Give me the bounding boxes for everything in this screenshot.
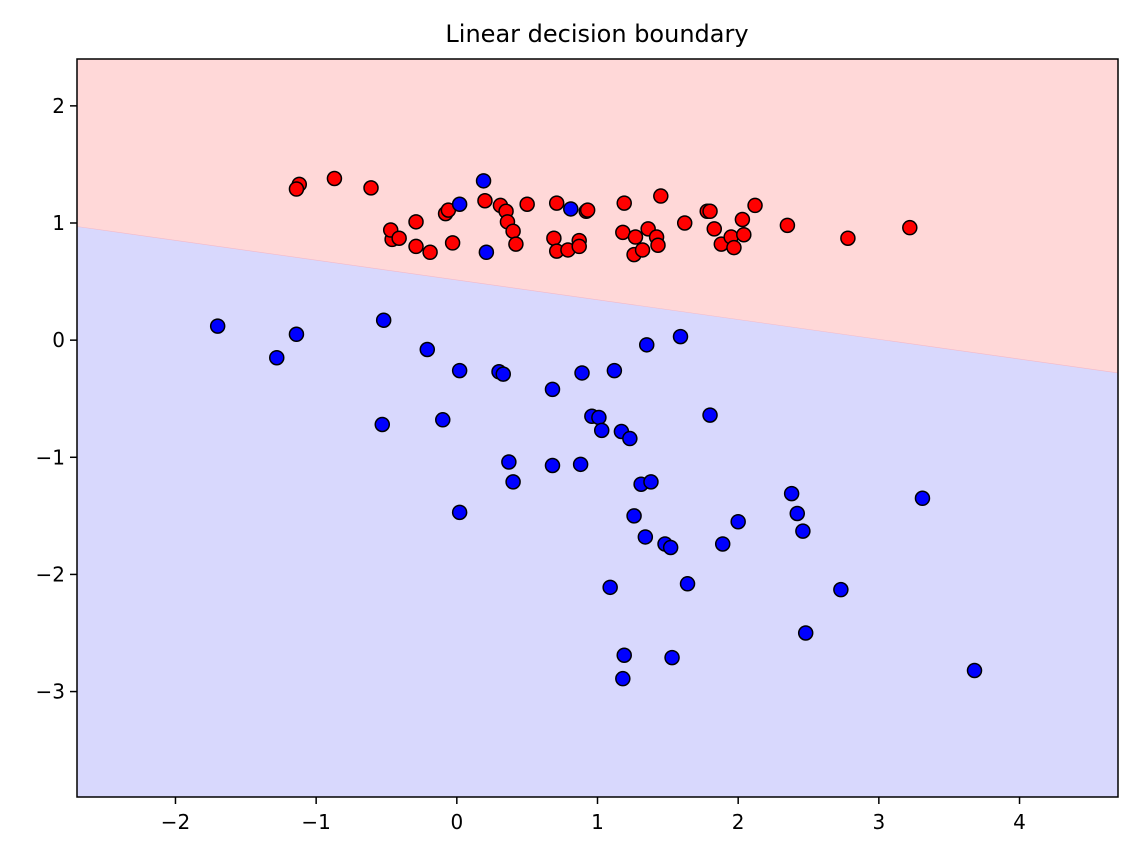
- point-series1-48: [615, 670, 631, 687]
- point-series1-24: [702, 407, 718, 423]
- point-series0-8: [408, 238, 424, 255]
- point-series1-35: [662, 539, 679, 556]
- point-series0-20: [546, 230, 562, 246]
- y-tick-label-3: −1: [36, 445, 65, 469]
- point-series1-16: [672, 328, 689, 345]
- point-series0-29: [616, 195, 632, 211]
- point-series1-32: [626, 508, 642, 524]
- point-series1-42: [602, 579, 618, 596]
- point-series1-39: [789, 505, 806, 522]
- point-series0-28: [615, 224, 631, 241]
- point-series0-19: [519, 196, 535, 213]
- data-points: [209, 170, 983, 687]
- point-series1-7: [375, 312, 392, 328]
- point-series1-36: [714, 536, 731, 552]
- point-series1-23: [622, 430, 638, 447]
- point-series1-3: [563, 201, 579, 217]
- region-above: [77, 59, 1118, 373]
- region-below: [77, 226, 1118, 797]
- point-series1-21: [593, 422, 610, 439]
- x-tick-label-5: 3: [872, 810, 885, 834]
- point-series1-31: [451, 504, 468, 521]
- decision-boundary-line: [76, 226, 1119, 374]
- point-series1-33: [637, 529, 654, 545]
- chart-title: Linear decision boundary: [445, 20, 748, 48]
- point-series1-45: [797, 625, 814, 641]
- point-series0-3: [363, 180, 379, 196]
- point-series0-9: [422, 244, 438, 261]
- point-series1-44: [833, 581, 849, 598]
- point-series0-2: [326, 170, 343, 187]
- point-series1-4: [209, 318, 226, 334]
- point-series0-43: [726, 239, 742, 256]
- point-series0-12: [444, 235, 461, 251]
- point-series1-18: [435, 412, 451, 428]
- y-tick-label-4: −2: [36, 562, 65, 586]
- point-series0-6: [391, 230, 407, 246]
- point-series1-13: [574, 365, 590, 381]
- point-series0-39: [702, 203, 718, 220]
- point-series0-18: [508, 236, 524, 252]
- point-series1-27: [572, 456, 589, 473]
- point-series1-14: [606, 362, 623, 379]
- x-tick-label-0: −2: [161, 810, 190, 834]
- y-tick-label-5: −3: [36, 680, 65, 704]
- x-tick-label-4: 2: [732, 810, 745, 834]
- point-series0-40: [706, 221, 723, 237]
- point-series1-38: [783, 485, 800, 502]
- point-series0-31: [627, 229, 644, 245]
- point-series0-32: [634, 242, 651, 258]
- point-series1-41: [914, 490, 931, 507]
- point-series1-6: [288, 326, 305, 343]
- point-series1-20: [591, 409, 607, 426]
- axes: −2 −1 0 1 2 3 4 2 1 0 −1 −2 −3: [36, 58, 1119, 834]
- point-series0-13: [477, 192, 493, 209]
- point-series0-1: [288, 181, 305, 197]
- point-series0-25: [571, 238, 587, 255]
- point-series0-48: [840, 230, 856, 246]
- point-series1-17: [374, 416, 391, 433]
- point-series0-45: [736, 226, 752, 243]
- point-series1-9: [451, 362, 468, 379]
- point-series1-30: [643, 474, 659, 490]
- point-series1-11: [495, 366, 511, 382]
- point-series0-35: [650, 237, 666, 254]
- point-series0-7: [408, 214, 424, 230]
- point-series1-12: [544, 381, 561, 398]
- point-series1-40: [795, 523, 811, 539]
- point-series1-5: [269, 349, 285, 366]
- point-series1-28: [505, 474, 521, 490]
- point-series1-15: [638, 337, 655, 353]
- point-series0-44: [734, 211, 751, 228]
- point-series0-27: [579, 202, 596, 218]
- x-tick-label-2: 0: [450, 810, 463, 834]
- x-tick-label-6: 4: [1013, 810, 1026, 834]
- point-series1-46: [616, 647, 632, 664]
- y-tick-label-0: 2: [52, 94, 65, 118]
- point-series1-25: [501, 454, 517, 470]
- x-tick-label-3: 1: [591, 810, 604, 834]
- point-series0-17: [505, 223, 521, 239]
- x-tick-label-1: −1: [301, 810, 330, 834]
- point-series1-0: [451, 196, 468, 213]
- point-series1-47: [664, 649, 680, 666]
- point-series1-8: [419, 341, 436, 358]
- point-series0-49: [902, 219, 918, 236]
- y-tick-label-1: 1: [52, 211, 65, 235]
- point-series1-2: [478, 244, 495, 261]
- point-series0-22: [548, 195, 565, 211]
- point-series1-43: [679, 576, 696, 592]
- point-series1-1: [475, 173, 492, 189]
- point-series0-47: [779, 217, 796, 234]
- point-series1-37: [730, 513, 746, 530]
- decision-regions: [76, 59, 1119, 797]
- y-tick-label-2: 0: [52, 328, 65, 352]
- point-series0-37: [676, 215, 693, 231]
- point-series1-26: [544, 457, 561, 474]
- point-series0-46: [747, 197, 763, 214]
- point-series0-36: [653, 188, 669, 204]
- point-series1-49: [966, 662, 983, 679]
